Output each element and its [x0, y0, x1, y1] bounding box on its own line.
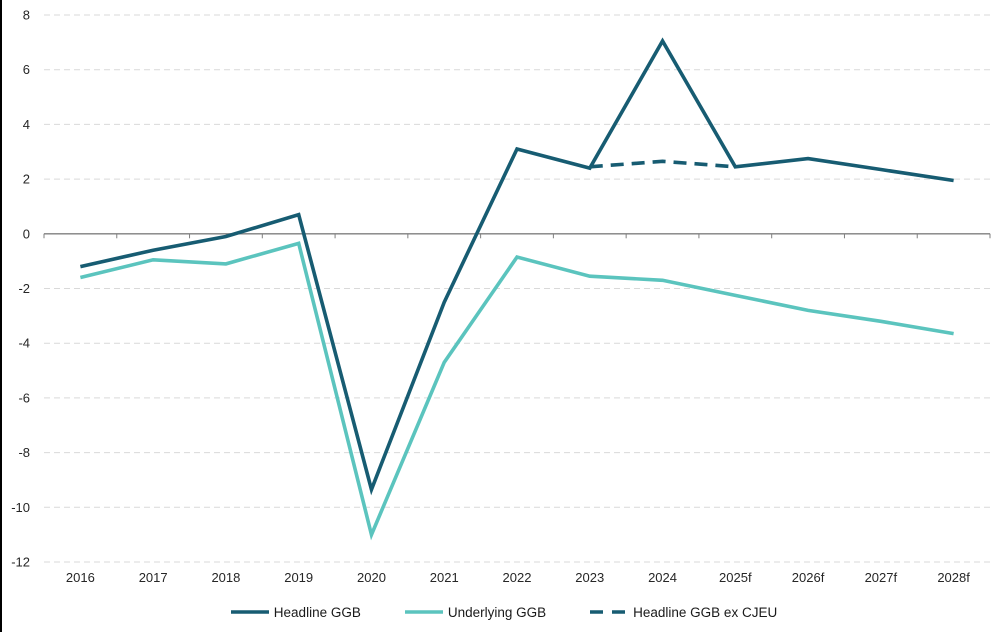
legend-label-headline-ggb-ex-cjeu: Headline GGB ex CJEU: [633, 604, 778, 620]
x-axis-tick-label: 2021: [430, 570, 459, 585]
y-axis-tick-label: -4: [18, 336, 30, 351]
x-axis-tick-label: 2020: [357, 570, 386, 585]
series-line-headline-ggb-ex-cjeu: [589, 159, 736, 169]
legend-label-headline-ggb: Headline GGB: [273, 604, 361, 620]
series-line-underlying-ggb: [79, 241, 954, 541]
underlying-ggb-line-sample-icon: [404, 610, 443, 614]
x-axis-tick-label: 2025f: [719, 570, 752, 585]
x-axis-tick-label: 2017: [139, 570, 168, 585]
line-chart-plot-area: 8 6 4 2 0 -2 -4 -6 -8 -10 -12 2016 2017 2018 2019 2020 2…: [11, 8, 991, 585]
x-axis-tick-label: 2028f: [937, 570, 970, 585]
y-axis-tick-label: -12: [11, 555, 30, 570]
chart-legend: Headline GGB Underlying GGB Headline GGB…: [2, 599, 1004, 625]
x-axis-tick-label: 2019: [284, 570, 313, 585]
x-axis-tick-label: 2022: [503, 570, 532, 585]
x-axis-tick-label: 2016: [66, 570, 95, 585]
x-axis-tick-label: 2027f: [865, 570, 898, 585]
y-axis-tick-label: -6: [18, 390, 30, 405]
legend-item-headline-ggb: Headline GGB: [230, 604, 361, 620]
x-axis-tick-label: 2018: [211, 570, 240, 585]
y-axis-tick-label: 0: [23, 226, 30, 241]
headline-ggb-ex-cjeu-dashed-line-sample-icon: [590, 610, 629, 614]
y-axis-tick-label: 8: [23, 8, 30, 23]
series-line-headline-ggb: [79, 37, 954, 496]
y-axis-tick-label: -8: [18, 445, 30, 460]
legend-item-underlying-ggb: Underlying GGB: [404, 604, 547, 620]
y-axis-tick-label: 2: [23, 172, 30, 187]
x-axis-tick-label: 2023: [575, 570, 604, 585]
y-axis-tick-label: 4: [23, 117, 30, 132]
y-axis-tick-label: -2: [18, 281, 30, 296]
legend-item-headline-ggb-ex-cjeu: Headline GGB ex CJEU: [590, 605, 777, 620]
x-axis-tick-label: 2026f: [792, 570, 825, 585]
legend-label-underlying-ggb: Underlying GGB: [447, 604, 547, 620]
headline-ggb-line-sample-icon: [230, 610, 269, 614]
x-axis-tick-label: 2024: [648, 570, 677, 585]
y-axis-tick-label: -10: [11, 500, 30, 515]
y-axis-tick-label: 6: [23, 62, 30, 77]
